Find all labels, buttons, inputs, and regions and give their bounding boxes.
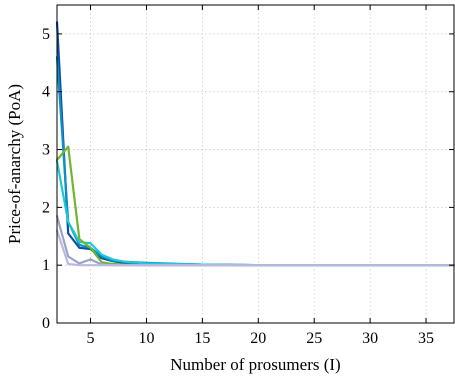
- y-tick-label: 2: [42, 199, 50, 216]
- x-tick-label: 20: [250, 330, 266, 347]
- y-tick-label: 1: [42, 257, 50, 274]
- x-tick-label: 30: [362, 330, 378, 347]
- axis-ticks: 5 10 15 20 25 30 35 0 1 2 3 4 5: [42, 5, 454, 347]
- x-tick-label: 5: [87, 330, 95, 347]
- x-tick-label: 35: [418, 330, 434, 347]
- series-lines: [55, 21, 455, 267]
- x-tick-label: 15: [194, 330, 210, 347]
- y-tick-label: 0: [42, 315, 50, 332]
- series-line-4: [55, 145, 455, 267]
- y-tick-label: 5: [42, 26, 50, 43]
- x-axis-label: Number of prosumers (I): [170, 355, 340, 374]
- series-line-6: [55, 229, 455, 267]
- series-line-5: [55, 214, 455, 267]
- y-tick-label: 4: [42, 84, 50, 101]
- series-line-2: [55, 55, 455, 267]
- y-tick-label: 3: [42, 142, 50, 159]
- plot-frame: [56, 4, 455, 324]
- grid-lines: [57, 5, 454, 323]
- series-line-3: [55, 160, 455, 267]
- y-axis-label: Price-of-anarchy (PoA): [5, 84, 24, 244]
- x-tick-label: 10: [138, 330, 154, 347]
- x-tick-label: 25: [306, 330, 322, 347]
- series-line-1: [55, 21, 455, 267]
